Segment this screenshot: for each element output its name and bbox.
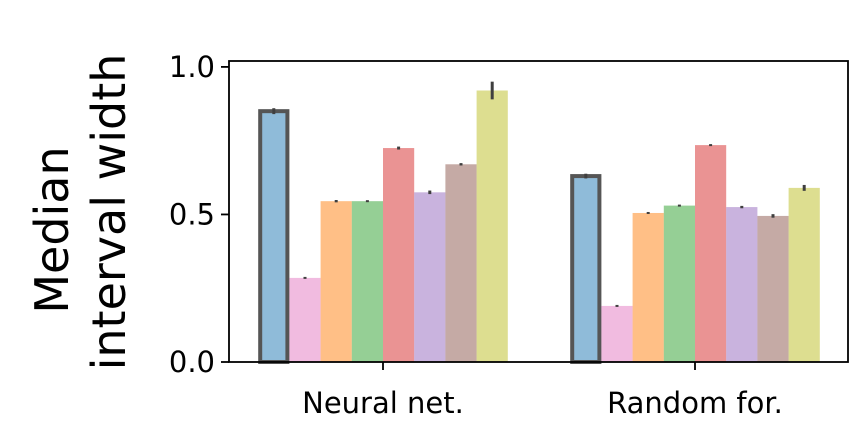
bar-series-8-random-for [788, 187, 820, 362]
x-tick-label-1: Random for. [607, 386, 783, 420]
bar-series-6-random-for [726, 207, 758, 362]
y-tick-label-1: 0.5 [169, 197, 215, 231]
bar-series-3-neural-net [320, 201, 352, 362]
y-axis: 0.0 0.5 1.0 [169, 50, 229, 379]
bar-series-6-neural-net [414, 192, 446, 362]
bar-series-7-neural-net [445, 164, 477, 362]
bar-series-3-random-for [632, 212, 664, 362]
bar-series-2-neural-net [289, 277, 321, 362]
x-tick-label-0: Neural net. [302, 386, 464, 420]
bar-series-2-random-for [601, 305, 633, 362]
y-tick-label-0: 0.0 [169, 345, 215, 379]
bar-series-8-neural-net [476, 90, 508, 363]
bar-series-5-random-for [695, 145, 727, 362]
plot-frame [228, 60, 849, 363]
bar-series-1-neural-net [258, 109, 290, 364]
y-axis-label-line-2: interval width [82, 54, 136, 371]
error-bars-layer [272, 81, 806, 307]
bar-series-7-random-for [757, 215, 789, 362]
y-axis-label: Median interval width [25, 54, 136, 371]
bar-series-4-neural-net [351, 201, 383, 362]
bar-series-4-random-for [663, 205, 695, 362]
y-axis-label-line-1: Median [25, 146, 79, 313]
bar-series-5-neural-net [383, 148, 415, 362]
bars-layer [258, 90, 820, 364]
x-axis: Neural net. Random for. [302, 362, 783, 420]
y-tick-label-2: 1.0 [169, 50, 215, 84]
bar-series-1-random-for [570, 174, 602, 364]
